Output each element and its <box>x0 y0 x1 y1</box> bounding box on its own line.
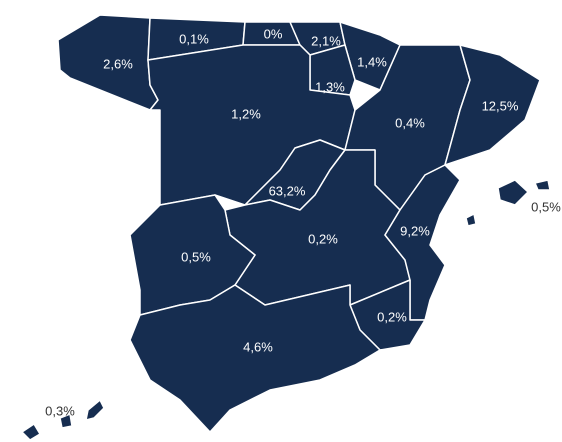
region-label: 4,6% <box>243 339 273 354</box>
region-label: 2,6% <box>103 56 133 71</box>
region-label: 0,5% <box>181 249 211 264</box>
region <box>534 179 551 191</box>
region <box>21 423 41 441</box>
region-label: 0,3% <box>45 403 75 418</box>
region <box>465 213 477 227</box>
region-label: 1,4% <box>357 54 387 69</box>
region-label: 0,4% <box>395 115 425 130</box>
region-label: 63,2% <box>269 183 306 198</box>
region <box>384 164 461 321</box>
region-label: 0% <box>264 26 283 41</box>
region-label: 0,5% <box>531 199 561 214</box>
region <box>59 413 73 429</box>
regions <box>21 14 551 441</box>
region-label: 2,1% <box>311 33 341 48</box>
region-label: 1,2% <box>231 106 261 121</box>
region <box>85 399 105 421</box>
region-label: 0,2% <box>308 231 338 246</box>
region-label: 0,2% <box>377 309 407 324</box>
labels: 2,6% 0,1% 0% 2,1% 1,4% 1,3% 1,2% 0,4% 12… <box>45 26 561 418</box>
region <box>444 44 541 166</box>
region-label: 9,2% <box>400 223 430 238</box>
region-label: 1,3% <box>315 79 345 94</box>
region <box>129 284 381 433</box>
region-label: 0,1% <box>179 31 209 46</box>
region-label: 12,5% <box>482 98 519 113</box>
region <box>497 179 529 206</box>
